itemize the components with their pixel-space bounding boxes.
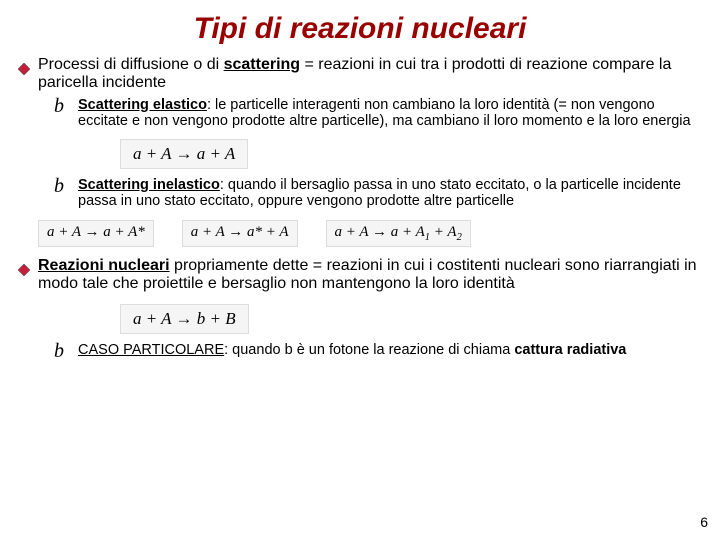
- t: : quando b è un fotone la reazione di ch…: [224, 342, 514, 358]
- t: scattering: [224, 56, 300, 73]
- t: CASO PARTICOLARE: [78, 342, 224, 358]
- t: + A: [430, 224, 457, 240]
- formula: a + A → a* + A: [182, 220, 298, 247]
- t: Processi di diffusione o di: [38, 56, 224, 73]
- formula-elastic: a + A → a + A: [0, 133, 720, 177]
- formula: a + A → b + B: [120, 304, 249, 334]
- text-block: Scattering elastico: le particelle inter…: [78, 97, 702, 129]
- formula: a + A → a + A1 + A2: [326, 220, 471, 247]
- formula: a + A → a + A*: [38, 220, 154, 247]
- script-icon: b: [54, 340, 72, 363]
- diamond-icon: [18, 62, 30, 80]
- t: Reazioni nucleari: [38, 257, 170, 274]
- script-icon: b: [54, 175, 72, 198]
- text-block: Processi di diffusione o di scattering =…: [38, 56, 702, 93]
- main-bullet-scattering: Processi di diffusione o di scattering =…: [0, 56, 720, 97]
- script-icon: b: [54, 95, 72, 118]
- t: cattura radiativa: [514, 342, 626, 358]
- text-block: Reazioni nucleari propriamente dette = r…: [38, 257, 702, 294]
- t: a + A → a + A: [335, 224, 425, 240]
- page-number: 6: [700, 514, 708, 530]
- sub-bullet-elastic: b Scattering elastico: le particelle int…: [0, 97, 720, 133]
- t: Scattering inelastico: [78, 177, 220, 193]
- t: Scattering elastico: [78, 97, 207, 113]
- formula: a + A → a + A: [120, 139, 248, 169]
- formula-nuclear: a + A → b + B: [0, 298, 720, 342]
- formula-inelastic-row: a + A → a + A* a + A → a* + A a + A → a …: [0, 214, 720, 257]
- diamond-icon: [18, 263, 30, 281]
- sub-bullet-inelastic: b Scattering inelastico: quando il bersa…: [0, 177, 720, 213]
- text-block: Scattering inelastico: quando il bersagl…: [78, 177, 702, 209]
- main-bullet-nuclear: Reazioni nucleari propriamente dette = r…: [0, 257, 720, 298]
- sub-bullet-caso: b CASO PARTICOLARE: quando b è un fotone…: [0, 342, 720, 367]
- t: 2: [457, 232, 462, 243]
- text-block: CASO PARTICOLARE: quando b è un fotone l…: [78, 342, 626, 358]
- page-title: Tipi di reazioni nucleari: [0, 0, 720, 56]
